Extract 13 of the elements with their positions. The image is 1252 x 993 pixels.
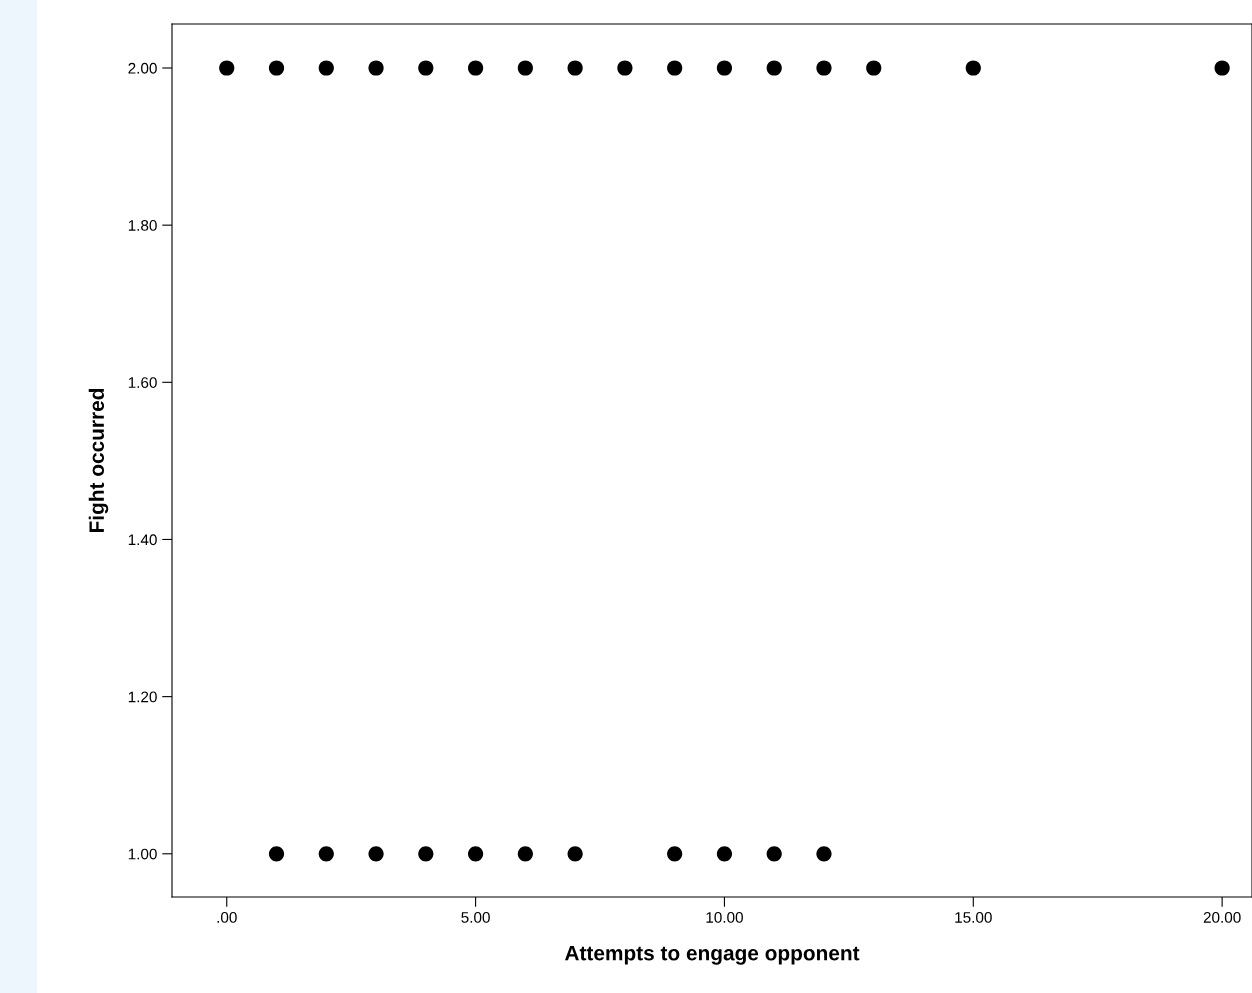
y-tick-label: 1.00 <box>128 848 157 860</box>
x-tick-label: 5.00 <box>461 911 490 923</box>
y-tick-label: 1.60 <box>128 377 157 388</box>
y-tick-label: 1.20 <box>128 691 157 703</box>
x-tick-label: 15.00 <box>955 911 992 923</box>
y-axis-title: Fight occurred <box>88 388 109 533</box>
x-tick-label: 20.00 <box>1203 911 1241 923</box>
x-axis-title: Attempts to engage opponent <box>564 945 860 965</box>
x-tick-label: .00 <box>217 911 237 923</box>
x-tick-label: 10.00 <box>706 911 743 923</box>
y-tick-label: 1.80 <box>128 220 157 231</box>
y-tick-label: 1.40 <box>128 534 157 546</box>
y-tick-label: 2.00 <box>128 62 157 74</box>
